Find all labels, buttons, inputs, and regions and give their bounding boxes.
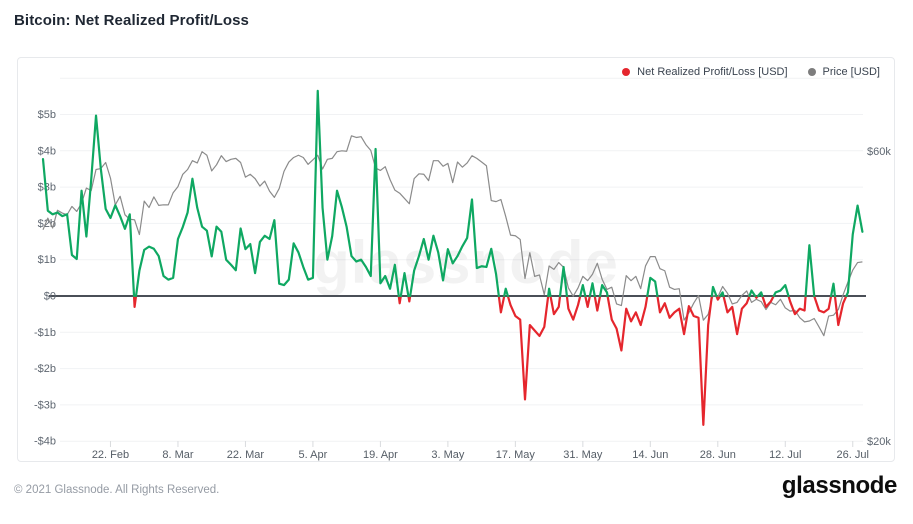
y-left-tick-label: -$1b	[34, 327, 56, 339]
footer-copyright: © 2021 Glassnode. All Rights Reserved.	[14, 484, 220, 496]
y-right-tick-label: $60k	[867, 146, 891, 158]
y-left-tick-label: $5b	[38, 109, 56, 121]
legend-dot-gray-icon	[807, 68, 816, 76]
legend-label: Price [USD]	[822, 66, 880, 78]
y-right-tick-label: $20k	[867, 436, 891, 448]
glassnode-logo[interactable]: glassnode	[781, 472, 898, 499]
net-realized-loss-line[interactable]	[132, 294, 848, 426]
chart-card: Net Realized Profit/Loss [USD] Price [US…	[17, 57, 895, 462]
x-tick-label: 14. Jun	[632, 449, 668, 461]
x-tick-label: 26. Jul	[837, 449, 869, 461]
x-tick-label: 31. May	[563, 449, 603, 461]
legend-dot-red-icon	[622, 68, 631, 76]
legend-label: Net Realized Profit/Loss [USD]	[637, 66, 788, 78]
y-left-tick-label: -$2b	[34, 363, 56, 375]
chart-legend: Net Realized Profit/Loss [USD] Price [US…	[622, 66, 880, 78]
x-tick-label: 22. Mar	[227, 449, 265, 461]
y-left-tick-label: $4b	[38, 145, 56, 157]
y-left-tick-label: $0	[44, 291, 56, 303]
y-left-tick-label: -$4b	[34, 436, 56, 448]
y-left-tick-label: $1b	[38, 254, 56, 266]
x-tick-label: 17. May	[496, 449, 536, 461]
x-tick-label: 28. Jun	[700, 449, 736, 461]
x-tick-label: 22. Feb	[92, 449, 129, 461]
net-realized-profit-line[interactable]	[41, 89, 864, 298]
y-left-tick-label: $3b	[38, 182, 56, 194]
chart-plot-area[interactable]: glassnode$5b$4b$3b$2b$1b$0-$1b-$2b-$3b-$…	[18, 58, 894, 461]
x-tick-label: 12. Jul	[769, 449, 801, 461]
legend-item-price[interactable]: Price [USD]	[807, 66, 880, 78]
y-left-tick-label: -$3b	[34, 399, 56, 411]
page-title: Bitcoin: Net Realized Profit/Loss	[14, 12, 249, 29]
x-tick-label: 3. May	[431, 449, 465, 461]
x-tick-label: 8. Mar	[162, 449, 194, 461]
price-line[interactable]	[42, 135, 863, 337]
legend-item-net-realized-profit-loss[interactable]: Net Realized Profit/Loss [USD]	[622, 66, 788, 78]
y-left-tick-label: $2b	[38, 218, 56, 230]
x-tick-label: 5. Apr	[299, 449, 328, 461]
x-tick-label: 19. Apr	[363, 449, 398, 461]
